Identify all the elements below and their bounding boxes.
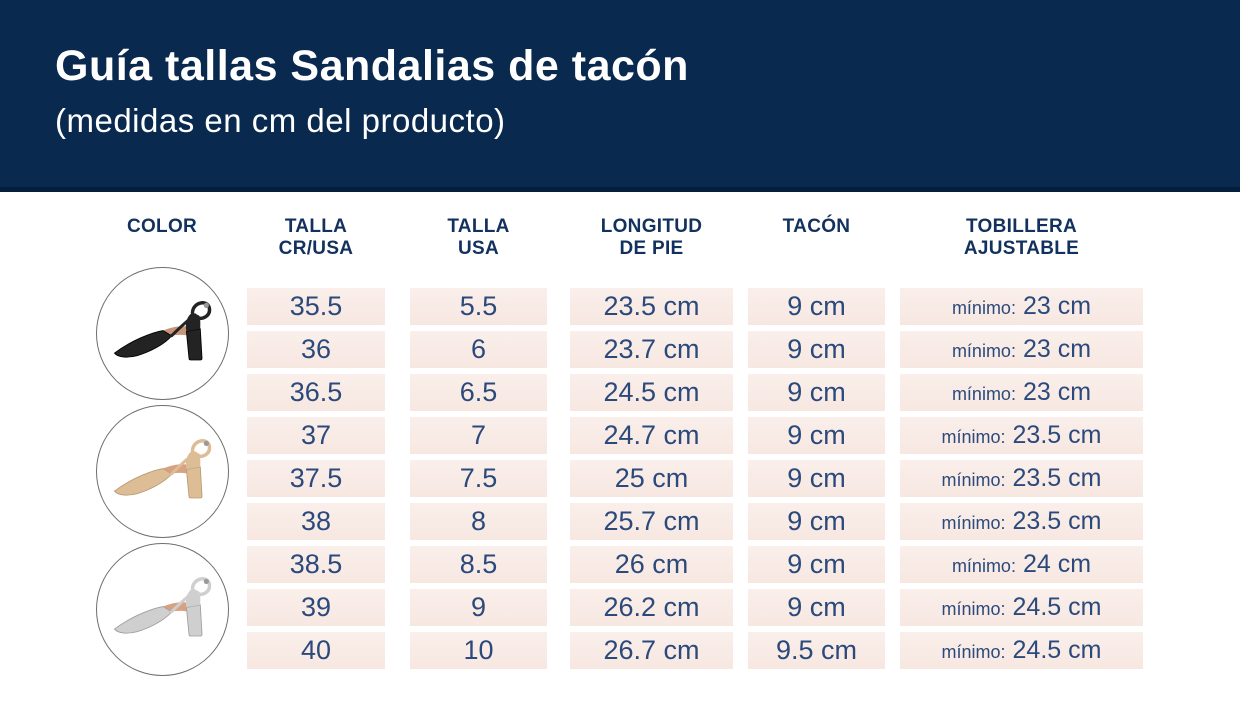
cell-talla-cr: 37 (247, 417, 385, 454)
cell-talla-usa: 7 (410, 417, 547, 454)
cell-tobillera: mínimo: 23.5 cm (900, 460, 1143, 497)
cell-talla-cr: 36 (247, 331, 385, 368)
cell-talla-usa: 9 (410, 589, 547, 626)
column-header-talla-usa: TALLA USA (447, 216, 510, 260)
cell-tobillera: mínimo: 23.5 cm (900, 417, 1143, 454)
cell-tacon: 9 cm (748, 460, 885, 497)
cell-talla-usa: 7.5 (410, 460, 547, 497)
title-banner: Guía tallas Sandalias de tacón (medidas … (0, 0, 1240, 192)
cell-tacon: 9 cm (748, 374, 885, 411)
cell-longitud: 25.7 cm (570, 503, 733, 540)
cell-longitud: 26.2 cm (570, 589, 733, 626)
cell-tobillera: mínimo: 23 cm (900, 331, 1143, 368)
cell-tacon: 9 cm (748, 331, 885, 368)
cell-talla-cr: 35.5 (247, 288, 385, 325)
cell-talla-usa: 8 (410, 503, 547, 540)
cell-talla-usa: 6 (410, 331, 547, 368)
cell-tobillera: mínimo: 23 cm (900, 374, 1143, 411)
column-header-longitud-de-pie: LONGITUD DE PIE (600, 216, 703, 260)
gold-heel-sandal-icon (113, 438, 211, 498)
cell-talla-usa: 6.5 (410, 374, 547, 411)
page-title: Guía tallas Sandalias de tacón (55, 42, 689, 90)
cell-talla-usa: 8.5 (410, 546, 547, 583)
column-talla-cr-usa: 35.5 36 36.5 37 37.5 38 38.5 39 40 (247, 288, 385, 669)
column-longitud-de-pie: 23.5 cm 23.7 cm 24.5 cm 24.7 cm 25 cm 25… (570, 288, 733, 669)
cell-tobillera: mínimo: 23 cm (900, 288, 1143, 325)
page-subtitle: (medidas en cm del producto) (55, 102, 506, 139)
cell-longitud: 23.5 cm (570, 288, 733, 325)
cell-tacon: 9 cm (748, 589, 885, 626)
black-heel-sandal-icon (113, 300, 211, 360)
cell-tacon: 9 cm (748, 503, 885, 540)
column-talla-usa: 5.5 6 6.5 7 7.5 8 8.5 9 10 (410, 288, 547, 669)
cell-longitud: 25 cm (570, 460, 733, 497)
cell-talla-cr: 38.5 (247, 546, 385, 583)
cell-tobillera: mínimo: 24.5 cm (900, 632, 1143, 669)
cell-talla-usa: 5.5 (410, 288, 547, 325)
black-heel-sandal-image (96, 267, 229, 400)
cell-longitud: 24.7 cm (570, 417, 733, 454)
cell-longitud: 24.5 cm (570, 374, 733, 411)
cell-tacon: 9 cm (748, 417, 885, 454)
cell-tobillera: mínimo: 24 cm (900, 546, 1143, 583)
cell-talla-usa: 10 (410, 632, 547, 669)
column-header-color: COLOR (126, 216, 198, 237)
cell-tacon: 9 cm (748, 288, 885, 325)
cell-longitud: 26.7 cm (570, 632, 733, 669)
cell-talla-cr: 38 (247, 503, 385, 540)
silver-heel-sandal-icon (113, 576, 211, 636)
cell-tacon: 9.5 cm (748, 632, 885, 669)
column-tobillera-ajustable: mínimo: 23 cm mínimo: 23 cm mínimo: 23 cm m… (900, 288, 1143, 669)
cell-tacon: 9 cm (748, 546, 885, 583)
column-header-tobillera-ajustable: TOBILLERA AJUSTABLE (963, 216, 1080, 260)
gold-heel-sandal-image (96, 405, 229, 538)
cell-talla-cr: 40 (247, 632, 385, 669)
column-header-tacon: TACÓN (782, 216, 851, 237)
cell-talla-cr: 39 (247, 589, 385, 626)
cell-talla-cr: 36.5 (247, 374, 385, 411)
cell-longitud: 26 cm (570, 546, 733, 583)
column-tacon: 9 cm 9 cm 9 cm 9 cm 9 cm 9 cm 9 cm 9 cm … (748, 288, 885, 669)
column-header-talla-cr-usa: TALLA CR/USA (278, 216, 354, 260)
cell-longitud: 23.7 cm (570, 331, 733, 368)
cell-talla-cr: 37.5 (247, 460, 385, 497)
cell-tobillera: mínimo: 23.5 cm (900, 503, 1143, 540)
silver-heel-sandal-image (96, 543, 229, 676)
cell-tobillera: mínimo: 24.5 cm (900, 589, 1143, 626)
